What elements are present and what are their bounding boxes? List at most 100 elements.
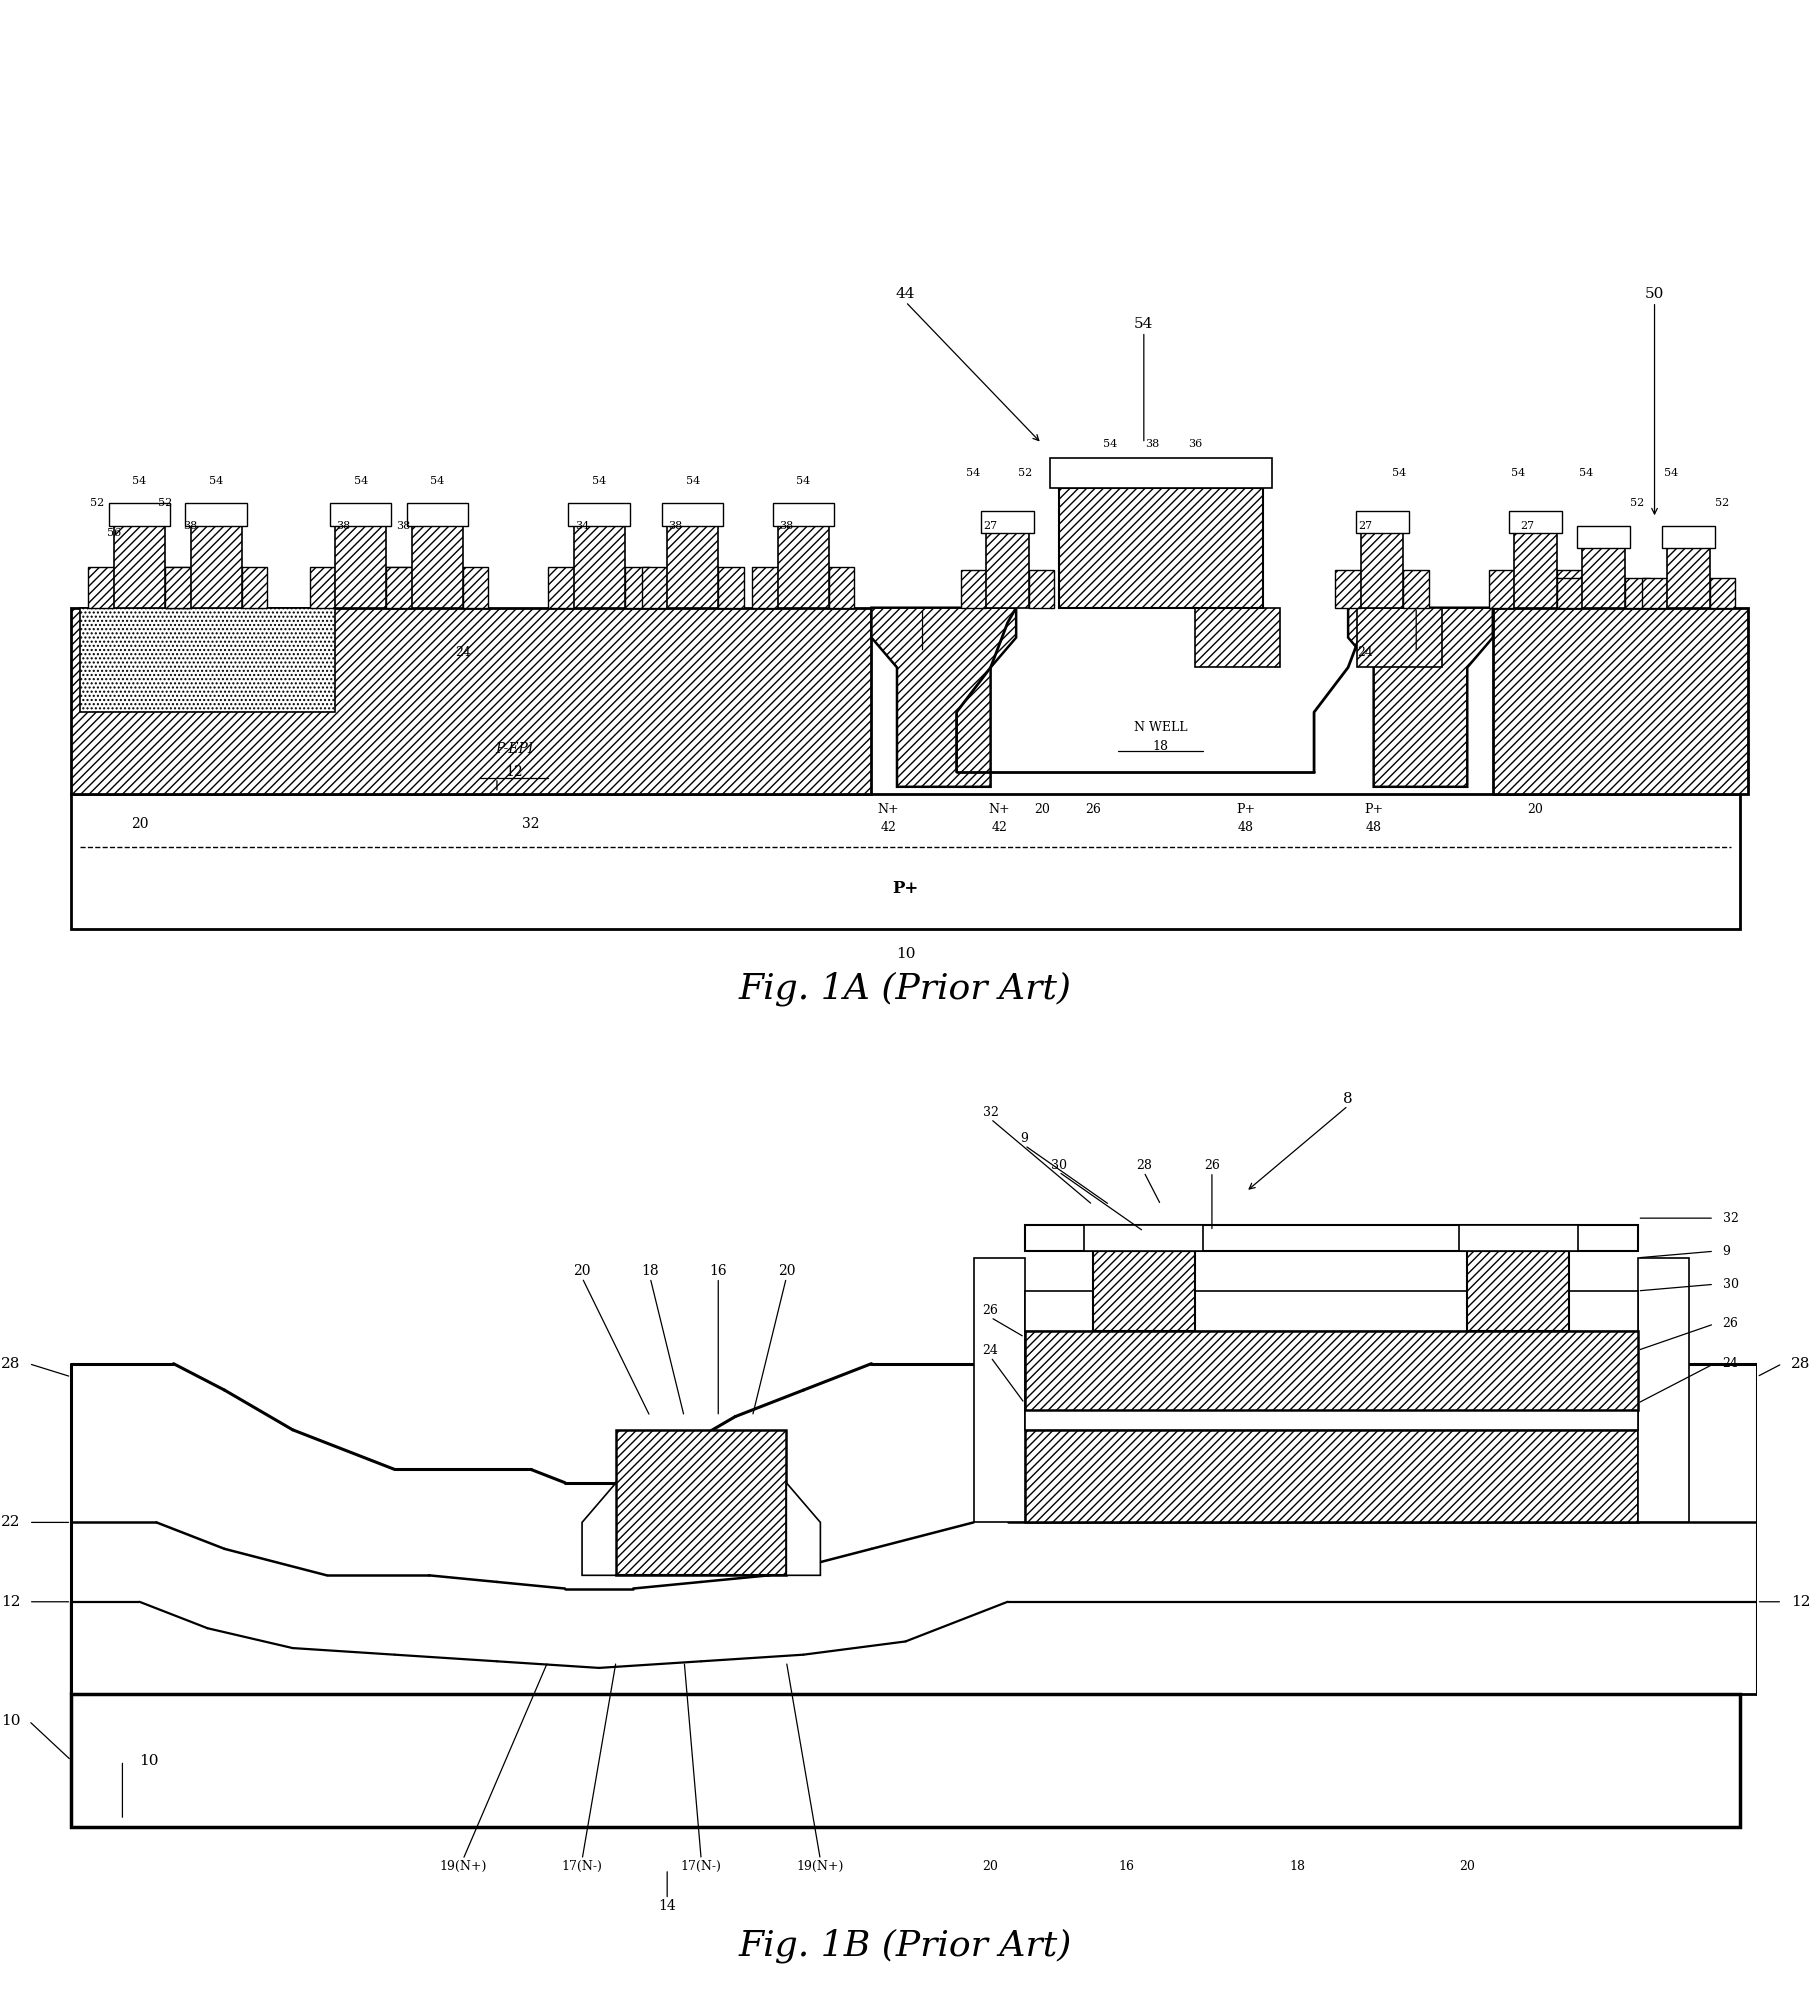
Polygon shape — [1557, 570, 1583, 608]
Text: 38: 38 — [668, 521, 683, 531]
Text: P-EPI: P-EPI — [494, 743, 532, 757]
Text: 20: 20 — [777, 1264, 795, 1278]
Text: 20: 20 — [574, 1264, 590, 1278]
Text: 28: 28 — [1135, 1159, 1152, 1172]
Text: 38: 38 — [183, 521, 197, 531]
Text: 10: 10 — [0, 1713, 20, 1727]
Polygon shape — [786, 1484, 820, 1576]
Text: 24: 24 — [983, 1345, 998, 1357]
Text: 27: 27 — [1519, 521, 1534, 531]
Polygon shape — [829, 568, 855, 608]
Bar — [1492, 608, 1748, 795]
Bar — [987, 533, 1029, 608]
Bar — [71, 1695, 1740, 1826]
Text: 22: 22 — [0, 1516, 20, 1530]
Text: 20: 20 — [1460, 1860, 1476, 1872]
Bar — [71, 608, 871, 795]
Text: 38: 38 — [779, 521, 793, 531]
Bar — [1637, 1258, 1688, 1522]
Bar — [407, 503, 467, 525]
Polygon shape — [241, 568, 268, 608]
Text: 54: 54 — [967, 469, 982, 479]
Text: 24: 24 — [455, 646, 471, 658]
Text: 52: 52 — [1630, 499, 1644, 507]
Bar — [1025, 1409, 1637, 1429]
Bar — [1577, 525, 1630, 548]
Bar — [779, 525, 829, 608]
Text: 20: 20 — [1034, 803, 1050, 815]
Text: Fig. 1B (Prior Art): Fig. 1B (Prior Art) — [739, 1928, 1072, 1963]
Text: 52: 52 — [91, 499, 103, 507]
Polygon shape — [581, 1484, 616, 1576]
Polygon shape — [165, 568, 190, 608]
Bar — [80, 608, 335, 713]
Bar — [1514, 533, 1557, 608]
Bar — [335, 525, 386, 608]
Polygon shape — [625, 568, 650, 608]
Polygon shape — [1029, 570, 1054, 608]
Polygon shape — [386, 568, 411, 608]
Bar — [974, 1258, 1025, 1522]
Polygon shape — [386, 568, 411, 608]
Bar — [1356, 511, 1409, 533]
Text: 27: 27 — [1358, 521, 1373, 531]
Bar — [574, 525, 625, 608]
Text: 16: 16 — [1119, 1860, 1135, 1872]
Text: 42: 42 — [991, 821, 1007, 833]
Polygon shape — [1335, 570, 1360, 608]
Text: Fig. 1A (Prior Art): Fig. 1A (Prior Art) — [739, 970, 1072, 1006]
Text: 26: 26 — [983, 1304, 998, 1317]
Text: 38: 38 — [397, 521, 411, 531]
Polygon shape — [1624, 578, 1650, 608]
Text: 17(N-): 17(N-) — [561, 1860, 603, 1872]
Text: 44: 44 — [896, 288, 915, 302]
Text: 54: 54 — [797, 475, 811, 485]
Text: 10: 10 — [139, 1753, 159, 1767]
Text: 9: 9 — [1021, 1131, 1029, 1145]
Bar — [1360, 533, 1404, 608]
Text: 20: 20 — [130, 817, 149, 831]
Text: 54: 54 — [1664, 469, 1679, 479]
Text: P+: P+ — [1237, 803, 1255, 815]
Text: 17(N-): 17(N-) — [681, 1860, 721, 1872]
Text: 26: 26 — [1085, 803, 1101, 815]
Text: 16: 16 — [710, 1264, 726, 1278]
Text: 52: 52 — [1715, 499, 1730, 507]
Text: 28: 28 — [1791, 1357, 1809, 1371]
Text: 54: 54 — [208, 475, 223, 485]
Text: 54: 54 — [431, 475, 444, 485]
Text: 18: 18 — [641, 1264, 659, 1278]
Text: 27: 27 — [983, 521, 998, 531]
Text: 26: 26 — [1722, 1317, 1739, 1331]
Text: 32: 32 — [983, 1105, 998, 1119]
Text: P+: P+ — [893, 880, 918, 896]
Bar — [1509, 511, 1561, 533]
Bar — [109, 503, 170, 525]
Polygon shape — [1404, 570, 1429, 608]
Polygon shape — [464, 568, 489, 608]
Text: 24: 24 — [1356, 646, 1373, 658]
Text: 19(N+): 19(N+) — [797, 1860, 844, 1872]
Text: 18: 18 — [1289, 1860, 1306, 1872]
Text: 20: 20 — [983, 1860, 998, 1872]
Text: 54: 54 — [686, 475, 699, 485]
Text: 19(N+): 19(N+) — [440, 1860, 487, 1872]
Polygon shape — [719, 568, 744, 608]
Bar — [666, 525, 719, 608]
Polygon shape — [549, 568, 574, 608]
Polygon shape — [1489, 570, 1514, 608]
Text: 52: 52 — [1018, 469, 1032, 479]
Polygon shape — [962, 570, 987, 608]
Polygon shape — [310, 568, 335, 608]
Bar — [1583, 548, 1624, 608]
Polygon shape — [1643, 578, 1668, 608]
Bar — [185, 503, 246, 525]
Text: 8: 8 — [1344, 1093, 1353, 1105]
Text: 18: 18 — [1154, 741, 1168, 753]
Text: 9: 9 — [1722, 1244, 1731, 1258]
Bar — [1092, 1252, 1195, 1331]
Bar — [773, 503, 835, 525]
Polygon shape — [165, 568, 190, 608]
Bar — [1059, 489, 1262, 608]
Text: 32: 32 — [522, 817, 540, 831]
